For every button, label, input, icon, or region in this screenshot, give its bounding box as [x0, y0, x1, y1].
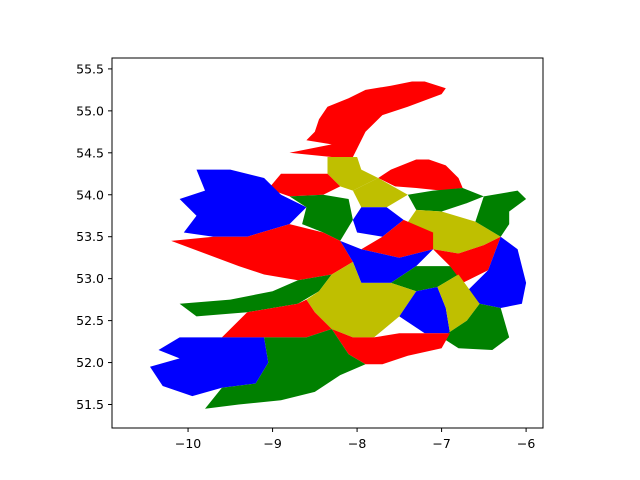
region-14	[340, 240, 434, 283]
y-tick-label: 54.0	[76, 187, 104, 202]
region-7	[352, 178, 408, 208]
region-3	[327, 157, 379, 191]
x-tick-label: −7	[432, 436, 450, 451]
region-2	[378, 159, 463, 191]
y-tick-label: 53.0	[76, 271, 104, 286]
region-20	[399, 287, 450, 334]
region-21	[437, 274, 480, 338]
y-axis-ticks: 51.5 52.0 52.5 53.0 53.5 54.0 54.5 55.0 55.5	[76, 61, 112, 412]
y-tick-label: 54.5	[76, 145, 104, 160]
region-15	[390, 266, 459, 292]
y-tick-label: 52.0	[76, 355, 104, 370]
x-tick-label: −6	[517, 436, 535, 451]
y-tick-label: 55.0	[76, 103, 104, 118]
x-axis-ticks: −10 −9 −8 −7 −6	[175, 428, 535, 451]
region-19	[306, 261, 417, 338]
region-5	[179, 169, 307, 237]
region-16	[433, 236, 501, 283]
axes-frame	[111, 57, 544, 429]
region-18	[179, 274, 332, 317]
y-tick-label: 53.5	[76, 229, 104, 244]
region-13	[171, 224, 353, 281]
region-8	[407, 188, 484, 212]
y-tick-label: 51.5	[76, 397, 104, 412]
region-9	[352, 207, 404, 237]
x-tick-label: −10	[175, 436, 201, 451]
county-regions	[150, 81, 527, 409]
region-1	[289, 81, 446, 157]
region-22	[441, 303, 510, 350]
region-24	[331, 329, 450, 365]
y-tick-label: 55.5	[76, 61, 104, 76]
region-11	[475, 190, 527, 237]
region-17	[466, 236, 527, 308]
region-4	[268, 173, 341, 197]
region-26	[205, 329, 366, 409]
x-tick-label: −9	[263, 436, 281, 451]
region-25	[150, 337, 269, 397]
region-23	[221, 299, 332, 338]
region-12	[361, 219, 434, 258]
x-tick-label: −8	[348, 436, 366, 451]
region-6	[289, 194, 353, 241]
y-tick-label: 52.5	[76, 313, 104, 328]
